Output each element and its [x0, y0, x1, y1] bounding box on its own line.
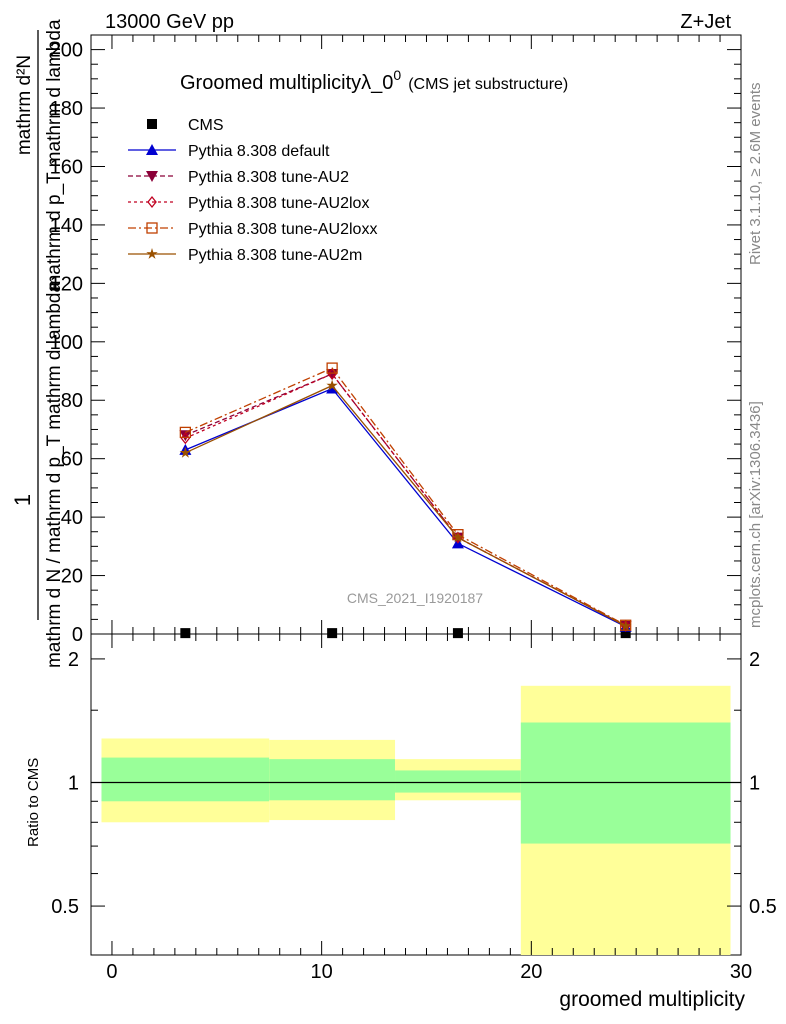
legend-entry-au2m: Pythia 8.308 tune-AU2m [128, 247, 362, 264]
y-label-rhs-denominator: mathrm d p_T mathrm d lambda [44, 19, 65, 290]
main-y-tick-label: 120 [50, 273, 83, 295]
ratio-band-inner-0 [101, 757, 270, 802]
main-y-tick-label: 60 [61, 449, 83, 471]
legend-label-au2m: Pythia 8.308 tune-AU2m [188, 247, 362, 264]
x-tick-label: 10 [311, 961, 333, 983]
header-energy-label: 13000 GeV pp [105, 11, 234, 33]
legend-marker-default [146, 144, 158, 155]
data-point-au2m [179, 446, 192, 458]
legend-marker-au2lox [147, 195, 157, 209]
main-y-tick-label: 40 [61, 507, 83, 529]
x-tick-label: 30 [730, 961, 752, 983]
legend-entry-default: Pythia 8.308 default [128, 143, 330, 160]
main-y-tick-label: 80 [61, 390, 83, 412]
data-point-au2m [326, 379, 338, 391]
legend-entry-cms: CMS [147, 117, 224, 134]
main-y-axis-label: 1 mathrm d N / mathrm d p_T mathrm d lam… [10, 19, 65, 668]
series-line-au2lox [185, 373, 627, 627]
legend-marker-au2m [146, 248, 158, 259]
main-y-tick-label: 100 [50, 332, 83, 354]
main-axes: 20 40 60 80 100 120 140 160 180 200 0 [50, 35, 741, 646]
series-cms [180, 628, 631, 639]
legend: CMS Pythia 8.308 default Pythia 8.308 tune… [128, 117, 377, 264]
data-point-cms [327, 628, 338, 639]
ratio-y-tick-label: 2 [68, 649, 79, 671]
data-point-au2loxx [326, 362, 338, 374]
legend-label-au2loxx: Pythia 8.308 tune-AU2loxx [188, 221, 377, 238]
ratio-y-tick-label: 0.5 [51, 896, 79, 918]
ratio-band-inner-1 [269, 759, 396, 801]
x-tick-label: 20 [520, 961, 542, 983]
plot-title: Groomed multiplicityλ_00 (CMS jet substru… [180, 67, 568, 94]
legend-entry-au2: Pythia 8.308 tune-AU2 [128, 169, 349, 186]
legend-label-default: Pythia 8.308 default [188, 143, 330, 160]
legend-label-au2: Pythia 8.308 tune-AU2 [188, 169, 349, 186]
data-point-au2m [452, 531, 464, 543]
plot-title-subtitle: (CMS jet substructure) [408, 76, 568, 93]
main-y-tick-label-zero: 0 [72, 624, 83, 646]
data-point-au2m [620, 620, 632, 631]
series-line-au2 [185, 373, 627, 627]
data-point-au2loxx [179, 426, 192, 439]
y-label-numerator: 1 [10, 494, 35, 506]
legend-marker-au2loxx [146, 222, 158, 234]
rivet-version-label: Rivet 3.1.10, ≥ 2.6M events [747, 83, 764, 266]
plot-title-superscript: 0 [393, 67, 401, 83]
legend-entry-au2loxx: Pythia 8.308 tune-AU2loxx [128, 221, 377, 238]
series-au2m [179, 379, 632, 631]
x-axis-label: groomed multiplicity [559, 988, 745, 1011]
legend-marker-cms [147, 119, 157, 129]
legend-marker-au2 [146, 171, 158, 182]
data-point-default [326, 382, 339, 394]
plot-title-main: Groomed multiplicityλ_00 (CMS jet substru… [180, 67, 568, 94]
ratio-band-inner-2 [395, 770, 521, 793]
x-tick-label: 0 [106, 961, 117, 983]
series-line-au2loxx [185, 367, 627, 626]
analysis-watermark: CMS_2021_I1920187 [347, 590, 483, 606]
main-y-tick-label: 20 [61, 566, 83, 588]
data-point-cms [180, 628, 191, 639]
mcplots-label: mcplots.cern.ch [arXiv:1306.3436] [747, 401, 764, 628]
ratio-axes: 0 10 20 30 0.5 0.5 1 1 2 2 [51, 634, 777, 983]
data-point-au2lox [180, 432, 191, 445]
ratio-y-tick-label-right: 0.5 [749, 896, 777, 918]
ratio-panel-frame [90, 633, 742, 956]
main-y-tick-label: 200 [50, 40, 83, 62]
series-layer [179, 362, 632, 639]
ratio-bands [91, 685, 741, 955]
ratio-y-tick-label: 1 [68, 772, 79, 794]
ratio-y-axis-label: Ratio to CMS [25, 758, 42, 847]
series-line-au2m [185, 384, 627, 627]
data-point-au2 [179, 430, 192, 442]
main-y-tick-label: 160 [50, 156, 83, 178]
y-label-denominator: mathrm d N / mathrm d p_T mathrm d lambd… [44, 282, 65, 669]
ratio-y-tick-label-right: 1 [749, 772, 760, 794]
data-point-cms [452, 628, 463, 639]
ratio-y-tick-label-right: 2 [749, 649, 760, 671]
header-process-label: Z+Jet [680, 11, 731, 33]
data-point-cms [620, 628, 631, 639]
y-label-rhs-numerator: mathrm d²N [14, 55, 35, 155]
legend-label-cms: CMS [188, 117, 224, 134]
plot-title-main-text: Groomed multiplicityλ_0 [180, 72, 393, 94]
legend-entry-au2lox: Pythia 8.308 tune-AU2lox [128, 195, 369, 212]
legend-label-au2lox: Pythia 8.308 tune-AU2lox [188, 195, 369, 212]
main-y-tick-label: 140 [50, 215, 83, 237]
main-y-tick-label: 180 [50, 98, 83, 120]
